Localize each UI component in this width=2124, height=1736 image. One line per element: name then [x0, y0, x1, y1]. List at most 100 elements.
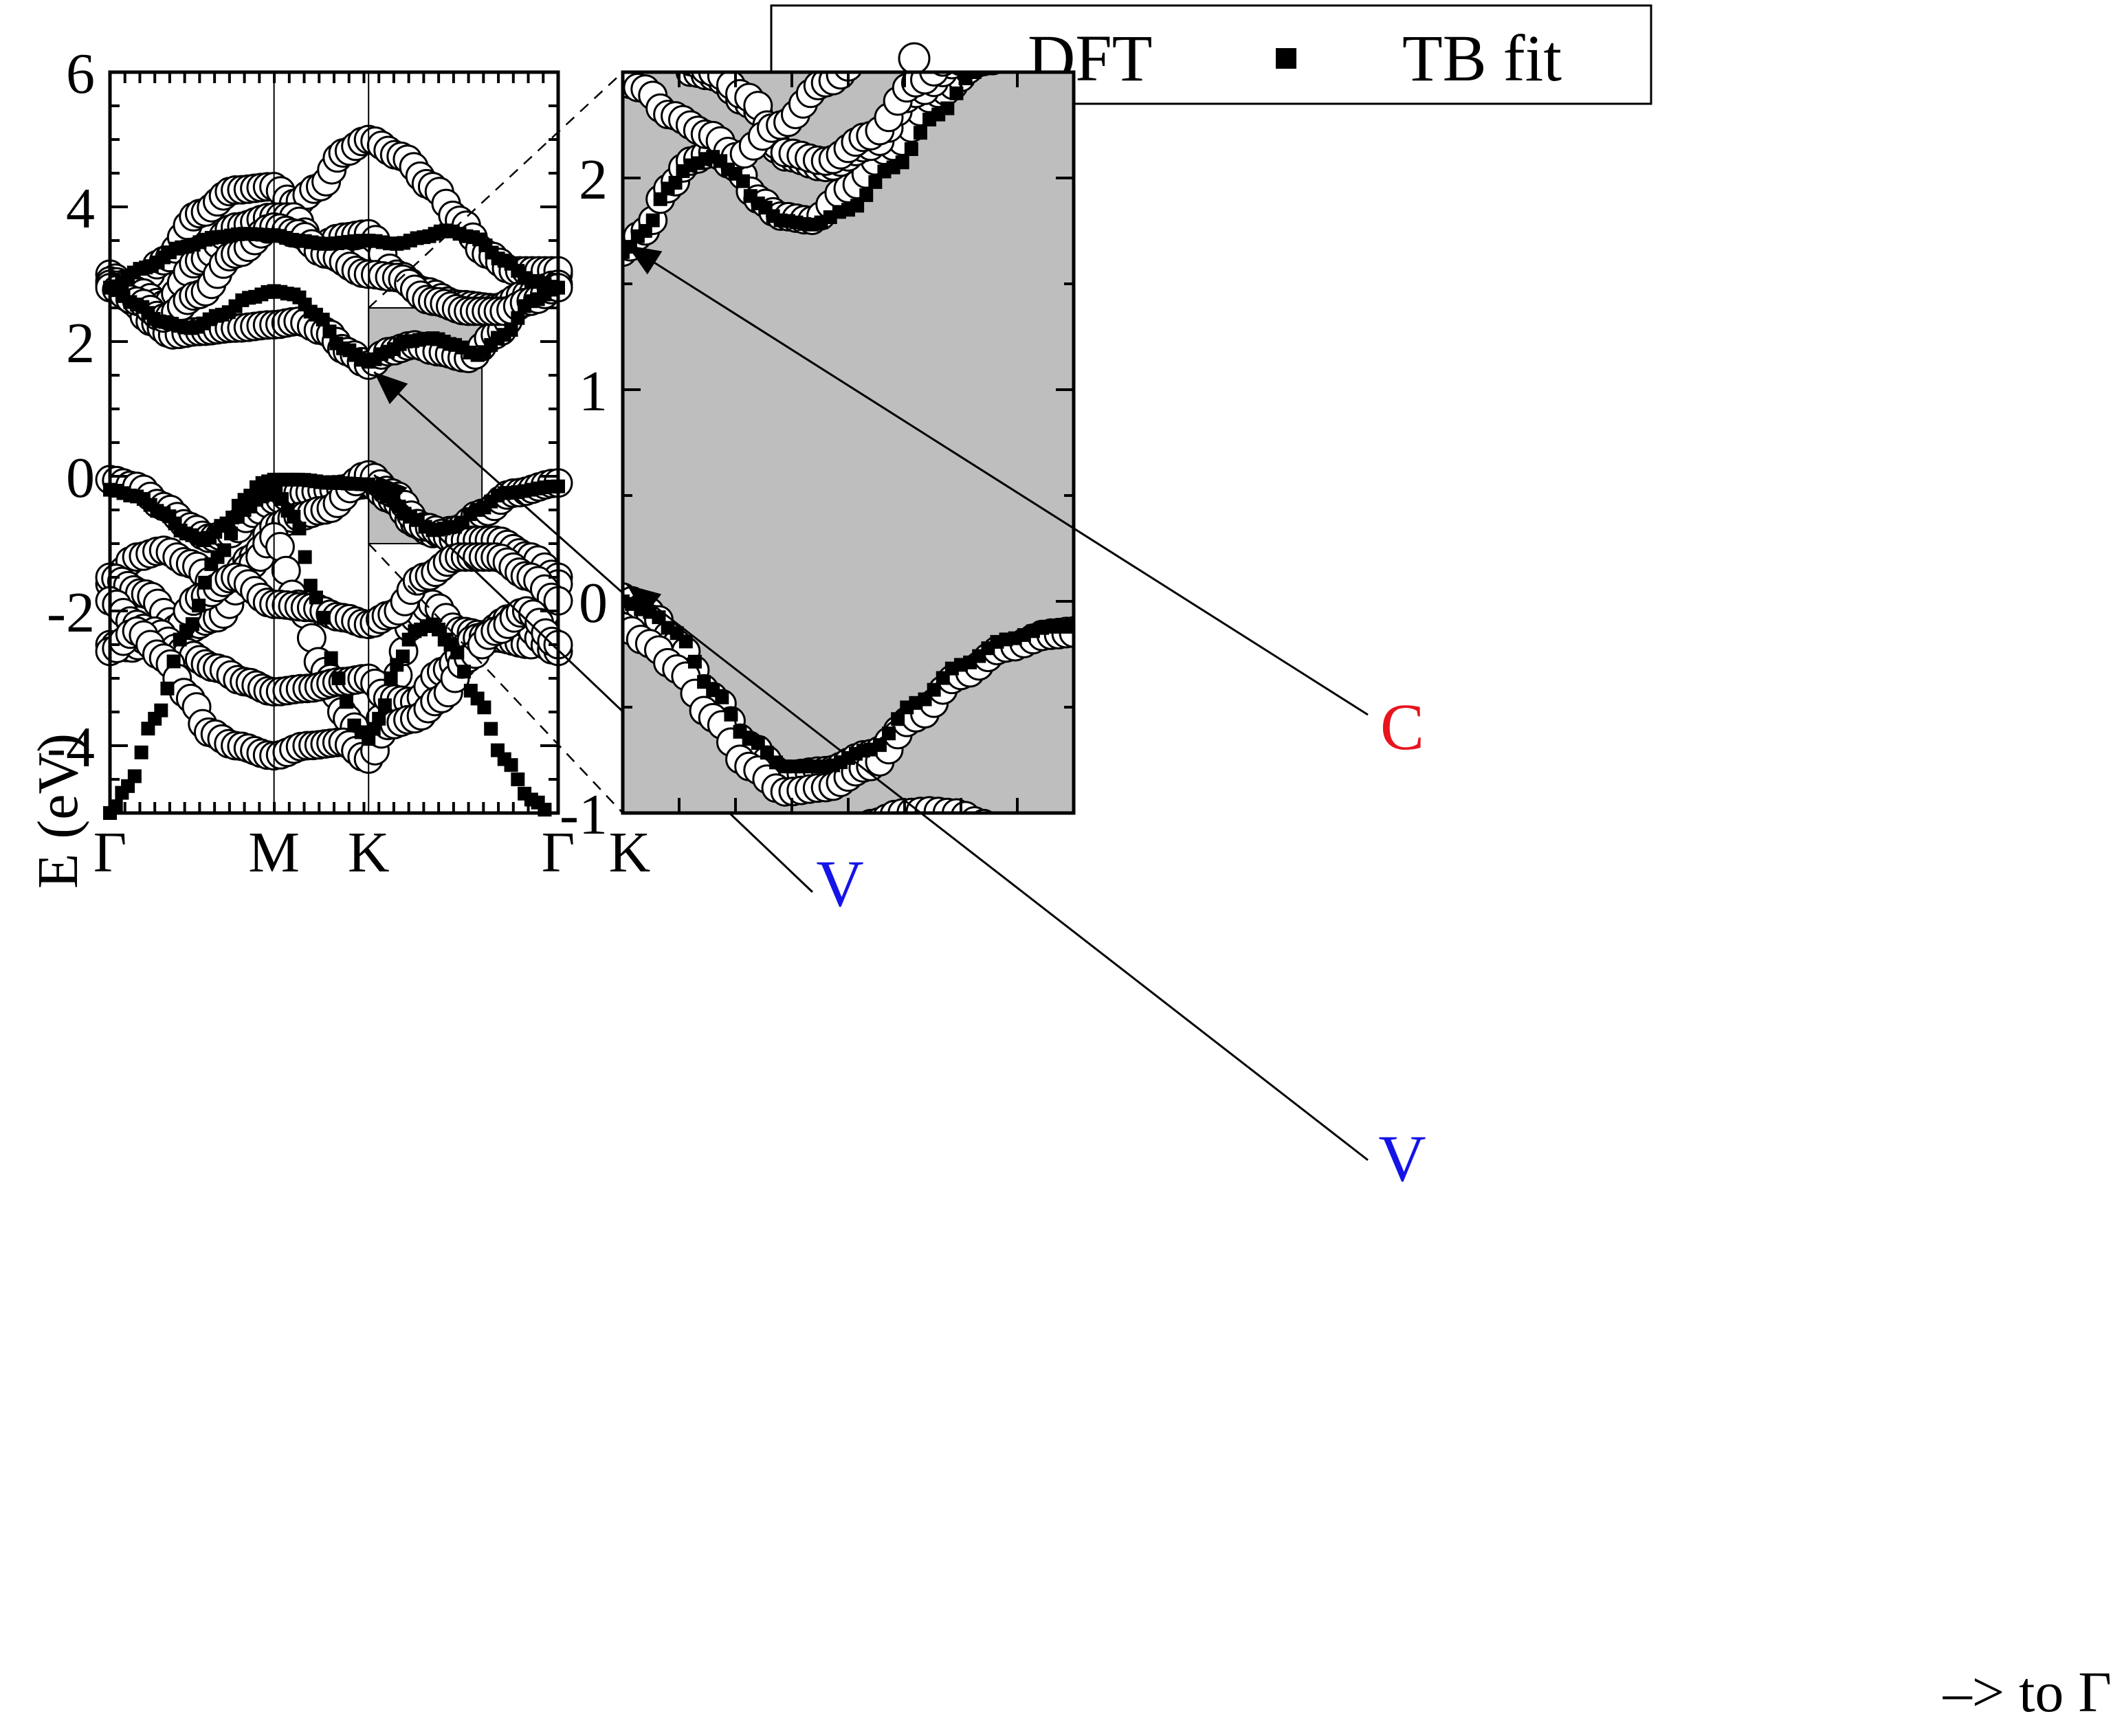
left-tb-point	[504, 758, 518, 772]
right-axes	[621, 70, 1076, 815]
left-tb-point	[217, 543, 232, 557]
zoom-connector-bottom	[368, 543, 623, 814]
right-tb-point	[891, 712, 905, 726]
right-tb-point	[949, 86, 964, 100]
left-tb-point	[316, 312, 330, 326]
right-tb-point	[652, 610, 666, 625]
zoom-connector-top	[368, 71, 623, 309]
right-tb-point	[868, 175, 883, 189]
right-ytick-label: 0	[579, 571, 608, 635]
y-axis-title: E (eV)	[26, 733, 90, 889]
right-annotation-C-arrow-line	[626, 244, 1369, 716]
left-tb-point	[192, 599, 206, 613]
right-y-tick-labels: -1 0 1 2	[560, 148, 608, 847]
left-tb-point	[287, 509, 301, 524]
left-ytick-label: 2	[66, 311, 95, 375]
right-kpoint-label-0: K	[609, 821, 651, 884]
left-tb-point	[154, 703, 168, 717]
right-annotation-V-arrow-line	[626, 583, 1369, 1161]
right-tb-point	[882, 726, 896, 741]
right-tb-point	[724, 707, 738, 722]
left-tb-point	[309, 590, 323, 605]
right-x-direction-label: –> to Γ	[1943, 1660, 2112, 1724]
right-tb-point	[859, 188, 874, 202]
left-tb-point	[484, 722, 498, 736]
right-tb-point	[913, 126, 927, 140]
right-tb-point	[668, 175, 683, 190]
left-tb-band-4	[103, 486, 552, 820]
zoom-connectors	[368, 71, 623, 814]
left-ytick-label: -2	[47, 581, 95, 645]
right-ytick-label: 2	[579, 148, 608, 212]
left-dft-band-10	[95, 596, 573, 775]
left-tb-point	[109, 799, 123, 814]
left-ytick-label: 6	[66, 42, 95, 106]
right-tb-band-3	[623, 594, 1074, 774]
right-ytick-label: 1	[579, 359, 608, 423]
right-kpoint-labels: K	[609, 821, 651, 884]
left-ytick-label: 0	[66, 446, 95, 510]
right-tb-point	[872, 738, 887, 753]
left-tb-point	[384, 671, 398, 685]
left-tb-point	[298, 550, 312, 564]
legend-tb-marker	[1276, 48, 1296, 69]
right-tb-point	[1021, 0, 1035, 2]
left-tb-point	[292, 522, 307, 536]
right-annotation-V-arrow-head	[627, 584, 662, 616]
left-tb-band-2	[103, 223, 565, 295]
right-tb-point	[904, 142, 918, 156]
right-tb-point	[735, 174, 750, 188]
right-tb-point	[1067, 619, 1074, 634]
left-tb-point	[316, 610, 331, 625]
right-dft-point	[951, 801, 980, 813]
left-tb-point	[504, 323, 518, 337]
right-tb-series	[623, 0, 1074, 774]
right-tb-point	[645, 213, 660, 227]
left-axes	[108, 70, 560, 815]
right-annotation-V: V	[1378, 1122, 1426, 1195]
left-tb-point	[457, 665, 472, 679]
kpoint-label-0: Γ	[93, 821, 127, 884]
left-tb-point	[134, 745, 148, 759]
left-annotation-C-arrow-head	[374, 372, 408, 405]
left-tb-point	[372, 711, 386, 726]
left-tb-point	[331, 671, 346, 685]
right-dft-band-4	[623, 72, 863, 172]
right-tb-band-1	[623, 72, 991, 259]
left-annotation-V-arrow-line	[373, 474, 814, 893]
left-tb-point	[377, 698, 392, 713]
left-tb-point	[224, 526, 239, 541]
left-kpoint-lines	[273, 72, 370, 813]
left-tb-point	[450, 645, 465, 660]
left-annotation-V: V	[816, 847, 863, 920]
left-tb-point	[511, 311, 525, 325]
left-y-tick-labels: -4 -2 0 2 4 6	[47, 42, 95, 779]
left-tb-point	[160, 681, 175, 695]
legend-tb-label: TB fit	[1402, 21, 1562, 95]
right-tb-point	[653, 192, 667, 206]
kpoint-label-1: M	[248, 821, 300, 884]
right-tb-point	[940, 101, 955, 115]
left-tb-point	[395, 649, 410, 664]
left-dft-band-2	[95, 124, 573, 303]
left-tb-point	[127, 769, 142, 783]
right-tb-point	[715, 690, 729, 704]
right-tb-point	[895, 155, 909, 170]
left-annotation-V-arrow-head	[374, 475, 408, 508]
right-tb-point	[850, 199, 865, 213]
legend-dft-marker	[898, 42, 931, 75]
left-ytick-label: -4	[47, 715, 95, 779]
right-annotation-C: C	[1380, 690, 1424, 764]
right-annotation-C-arrow-head	[627, 245, 663, 275]
left-tb-point	[322, 324, 337, 339]
left-tb-point	[198, 575, 212, 590]
right-tb-point	[687, 654, 702, 669]
right-annotations: CV	[626, 244, 1426, 1195]
right-ytick-label: -1	[560, 783, 608, 847]
left-tb-point	[303, 579, 318, 593]
kpoint-label-3: Γ	[542, 821, 575, 884]
